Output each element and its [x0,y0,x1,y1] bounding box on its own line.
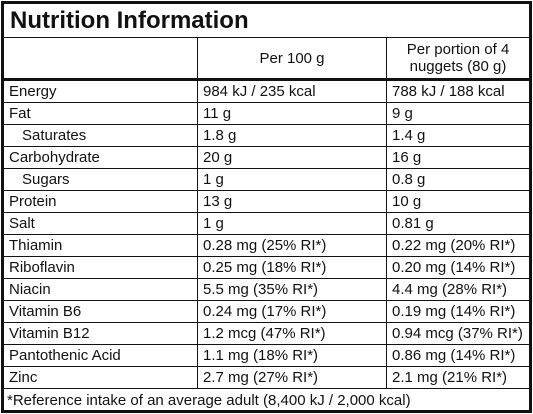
nutrient-value: 0.28 mg (25% RI*) [197,234,387,257]
nutrient-name: Vitamin B12 [4,322,198,345]
table-body: Per 100 g Per portion of 4 nuggets (80 g… [4,37,529,411]
nutrient-value: 0.22 mg (20% RI*) [386,234,529,257]
nutrient-value: 0.86 mg (14% RI*) [386,344,529,367]
nutrient-row: Vitamin B6 0.24 mg (17% RI*) 0.19 mg (14% … [4,300,529,323]
nutrient-value: 0.24 mg (17% RI*) [197,300,387,323]
title: Nutrition Information [10,7,249,34]
nutrient-value: 4.4 mg (28% RI*) [386,278,529,301]
nutrient-row: Protein 13 g 10 g [4,190,529,213]
nutrient-value: 0.94 mcg (37% RI*) [386,322,529,345]
nutrient-name: Energy [4,79,198,103]
nutrient-row: Carbohydrate 20 g 16 g [4,146,529,169]
nutrient-name: Niacin [4,278,198,301]
nutrient-row: Zinc 2.7 mg (27% RI*) 2.1 mg (21% RI*) [4,366,529,389]
nutrient-value: 1 g [197,168,387,191]
nutrient-value: 0.8 g [386,168,529,191]
header-cell: Per 100 g [197,37,387,81]
nutrient-value: 1 g [197,212,387,235]
nutrient-row: Niacin 5.5 mg (35% RI*) 4.4 mg (28% RI*) [4,278,529,301]
header-blank [4,37,198,81]
nutrient-name: Zinc [4,366,198,389]
nutrient-value: 1.1 mg (18% RI*) [197,344,387,367]
nutrient-value: 0.20 mg (14% RI*) [386,256,529,279]
nutrient-name: Riboflavin [4,256,198,279]
nutrient-value: 11 g [197,102,387,125]
nutrient-value: 1.4 g [386,124,529,147]
nutrient-name: Carbohydrate [4,146,198,169]
nutrient-row: Vitamin B12 1.2 mcg (47% RI*) 0.94 mcg (37… [4,322,529,345]
nutrient-name: Salt [4,212,198,235]
nutrient-row: Riboflavin 0.25 mg (18% RI*) 0.20 mg (14% … [4,256,529,279]
nutrient-name: Thiamin [4,234,198,257]
nutrient-row: Sugars 1 g 0.8 g [4,168,529,191]
nutrient-name: Fat [4,102,198,125]
nutrition-table: Per 100 g Per portion of 4 nuggets (80 g… [4,37,529,411]
nutrient-value: 0.25 mg (18% RI*) [197,256,387,279]
nutrient-value: 0.19 mg (14% RI*) [386,300,529,323]
nutrient-value: 1.2 mcg (47% RI*) [197,322,387,345]
header-row: Per 100 g Per portion of 4 nuggets (80 g… [4,37,529,81]
nutrient-row: Saturates 1.8 g 1.4 g [4,124,529,147]
nutrient-name: Protein [4,190,198,213]
nutrient-value: 13 g [197,190,387,213]
nutrient-value: 984 kJ / 235 kcal [197,79,387,103]
nutrient-value: 16 g [386,146,529,169]
nutrient-value: 5.5 mg (35% RI*) [197,278,387,301]
nutrient-name: Pantothenic Acid [4,344,198,367]
nutrient-value: 2.1 mg (21% RI*) [386,366,529,389]
nutrient-value: 2.7 mg (27% RI*) [197,366,387,389]
nutrient-value: 0.81 g [386,212,529,235]
nutrient-value: 10 g [386,190,529,213]
nutrient-value: 9 g [386,102,529,125]
footnote: *Reference intake of an average adult (8… [4,388,529,411]
nutrient-row: Energy 984 kJ / 235 kcal 788 kJ / 188 kcal [4,79,529,103]
nutrient-name: Sugars [4,168,198,191]
nutrient-row: Salt 1 g 0.81 g [4,212,529,235]
nutrient-value: 20 g [197,146,387,169]
nutrient-row: Pantothenic Acid 1.1 mg (18% RI*) 0.86 mg … [4,344,529,367]
nutrient-value: 788 kJ / 188 kcal [386,79,529,103]
nutrient-name: Saturates [4,124,198,147]
nutrient-row: Thiamin 0.28 mg (25% RI*) 0.22 mg (20% RI*… [4,234,529,257]
header-cell: Per portion of 4 nuggets (80 g) [386,37,529,81]
footnote-row: *Reference intake of an average adult (8… [4,388,529,411]
nutrient-name: Vitamin B6 [4,300,198,323]
nutrient-value: 1.8 g [197,124,387,147]
